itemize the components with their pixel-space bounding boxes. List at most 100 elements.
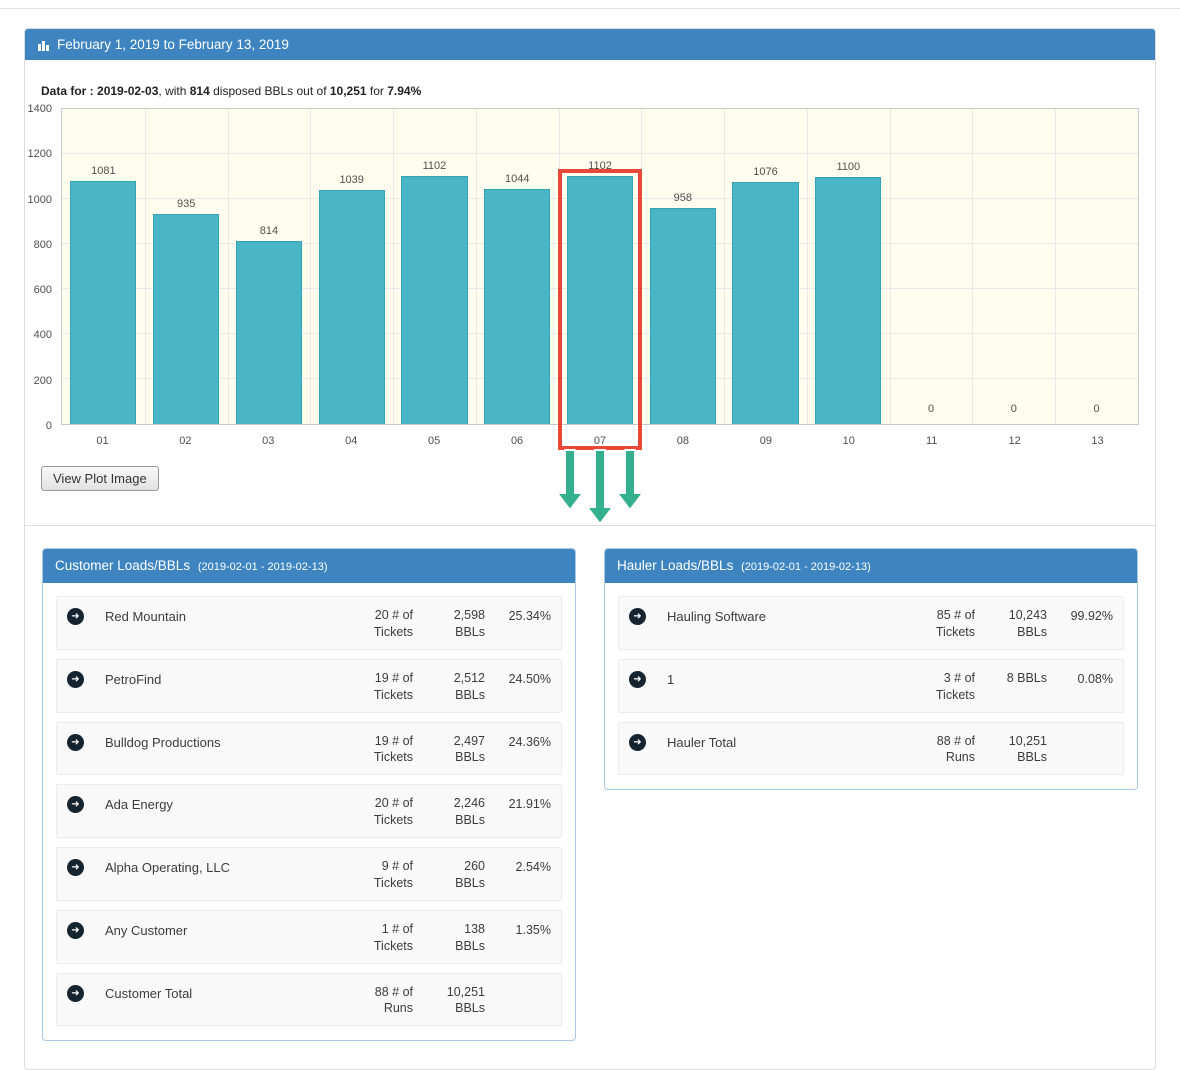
bbls-label: BBLs [455,750,485,765]
bbls-cell: 10,243 BBLs [983,607,1047,641]
bbls-label: BBLs [455,813,485,828]
tickets-cell: 3 # of Tickets [901,670,975,704]
hauler-rows: ➜ Hauling Software 85 # of Tickets 10,243 BBL… [605,583,1137,789]
x-axis-label: 04 [345,435,358,447]
tickets-cell: 88 # of Runs [901,733,975,767]
plot-area: 0 200 400 600 800 1000 1200 1400 1081 935 814 1039… [28,103,1139,450]
tickets-cell: 88 # of Runs [339,984,413,1018]
customer-loads-panel: Customer Loads/BBLs (2019-02-01 - 2019-0… [42,548,576,1042]
tickets-value: 3 # of [943,670,975,685]
row-expand-icon[interactable]: ➜ [629,670,646,688]
summary-date: 2019-02-03 [97,84,159,98]
list-item: ➜ Red Mountain 20 # of Tickets 2,598 BBLs 25.3… [56,596,562,650]
tickets-value: 88 # of [936,733,975,748]
y-axis-tick-label: 800 [33,238,52,251]
customer-panel-subtitle: (2019-02-01 - 2019-02-13) [197,561,328,573]
list-item: ➜ 1 3 # of Tickets 8 BBLs 0.08% [618,658,1124,713]
bar-value-label: 0 [1093,403,1100,415]
chart-bar[interactable] [318,190,385,424]
row-percent: 2.54% [515,860,551,874]
tickets-cell: 19 # of Tickets [339,733,413,767]
chart-bar[interactable] [235,240,303,424]
bbls-label: BBLs [1017,750,1047,765]
row-name: Ada Energy [105,797,173,813]
bar-value-label: 0 [1010,403,1017,415]
bbls-cell: 260 BBLs [421,858,485,892]
bbls-label: BBLs [455,687,485,702]
tickets-value: 19 # of [374,733,413,748]
chart-bar[interactable] [649,208,716,424]
bbls-value: 2,598 [453,608,485,622]
bbls-cell: 2,512 BBLs [421,670,485,704]
list-item: ➜ Ada Energy 20 # of Tickets 2,246 BBLs 21.91% [56,784,562,838]
x-axis-label: 01 [96,435,109,447]
customer-panel-header: Customer Loads/BBLs (2019-02-01 - 2019-0… [43,549,575,583]
view-plot-image-button[interactable]: View Plot Image [41,466,159,491]
chart-bar[interactable] [484,189,551,424]
bbls-value: 10,251 [1008,733,1047,748]
x-axis-label: 09 [759,435,772,447]
chart-bar[interactable] [153,213,220,424]
row-name: Hauling Software [667,609,766,624]
tickets-label: Tickets [373,750,413,765]
row-percent: 25.34% [508,609,551,623]
bbls-label: BBLs [455,875,485,890]
x-axis-label: 10 [842,435,855,447]
chart-bar[interactable] [70,180,137,424]
bbls-value: 2,512 [453,670,485,685]
row-name: Hauler Total [667,734,737,750]
row-name: 1 [667,671,675,687]
summary-percent: 7.94% [387,84,422,98]
row-expand-icon[interactable]: ➜ [67,608,84,625]
tickets-cell: 20 # of Tickets [339,607,413,641]
tickets-value: 85 # of [936,608,975,622]
customer-panel-title: Customer Loads/BBLs [55,558,191,573]
chart-bar[interactable] [815,176,882,424]
x-axis-label: 02 [179,435,192,447]
chart-bar[interactable] [566,176,634,424]
row-expand-icon[interactable]: ➜ [629,733,646,751]
chart-bar[interactable] [732,181,799,424]
tickets-value: 88 # of [374,984,413,999]
x-axis-label: 07 [593,435,607,447]
bbls-value: 2,497 [453,733,485,748]
row-expand-icon[interactable]: ➜ [67,921,84,939]
list-item: ➜ Customer Total 88 # of Runs 10,251 BBLs [56,972,562,1027]
bar-value-label: 1076 [753,165,778,178]
v-gridline [144,109,146,424]
row-expand-icon[interactable]: ➜ [67,670,84,688]
row-percent [493,984,551,986]
bbls-label: BBLs [1017,624,1047,639]
tickets-value: 1 # of [381,921,413,936]
row-expand-icon[interactable]: ➜ [67,859,84,876]
tickets-label: Tickets [373,813,413,828]
v-gridline [641,109,643,424]
row-percent: 0.08% [1077,671,1113,686]
summary-total-bbls: 10,251 [329,84,367,98]
row-percent: 99.92% [1070,609,1113,623]
summary-line: Data for : 2019-02-03, with 814 disposed… [41,84,1143,98]
y-axis-tick-label: 1000 [27,193,52,206]
bbls-value: 8 BBLs [1006,670,1047,685]
x-axis-label: 13 [1091,435,1104,447]
tickets-cell: 9 # of Tickets [339,858,413,892]
list-item: ➜ Hauler Total 88 # of Runs 10,251 BBLs [618,721,1124,776]
tickets-label: Tickets [935,624,975,639]
bbls-cell: 10,251 BBLs [983,733,1047,767]
bbls-value: 2,246 [453,796,485,811]
row-name: Customer Total [105,985,193,1001]
y-axis-tick-label: 400 [33,329,52,342]
row-expand-icon[interactable]: ➜ [67,733,84,751]
row-expand-icon[interactable]: ➜ [67,984,84,1002]
row-expand-icon[interactable]: ➜ [67,796,84,814]
bar-value-label: 0 [928,403,935,415]
top-divider [0,8,1180,9]
v-gridline [227,109,229,424]
v-gridline [310,109,312,424]
chart-bar[interactable] [401,176,468,424]
row-percent: 24.50% [508,671,551,686]
tickets-cell: 20 # of Tickets [339,795,413,829]
x-axis-label: 08 [676,435,690,447]
y-axis-tick-label: 0 [45,420,52,432]
row-expand-icon[interactable]: ➜ [629,608,646,625]
